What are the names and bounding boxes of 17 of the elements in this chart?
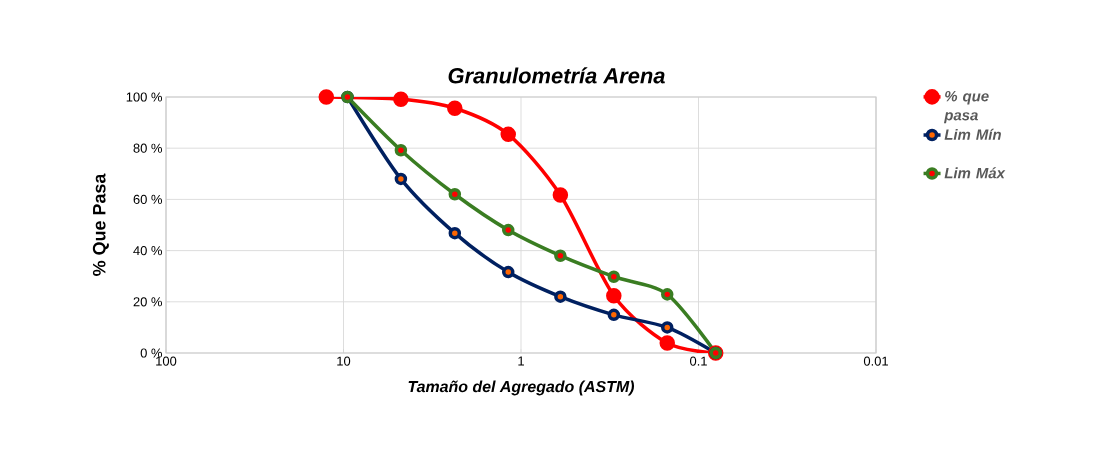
chart-title: Granulometría Arena [448,67,665,84]
y-tick-label: 40 % [133,246,163,256]
y-tick-label: 20 % [133,297,163,307]
y-tick-label: 0 % [140,348,163,358]
y-tick-label: 100 % [126,92,163,102]
x-tick-label: 0.01 [863,356,888,366]
y-tick-label: 60 % [133,194,163,204]
x-tick-label: 10 [337,356,351,366]
x-tick-label: 1 [518,356,524,366]
legend-label: Lim Máx [944,167,1006,179]
x-tick-label: 0.1 [690,356,707,366]
y-tick-label: 80 % [133,143,163,153]
legend-label: % que pasa [943,90,989,124]
legend-label: Lim Mín [944,128,1001,140]
x-tick-label: 100 [156,356,177,366]
x-axis-title: Tamaño del Agregado (ASTM) [408,380,635,396]
y-axis-title: % Que Pasa [92,173,109,276]
